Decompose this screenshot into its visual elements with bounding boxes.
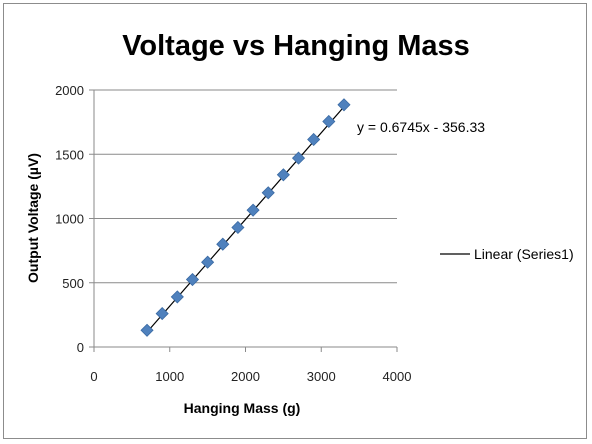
legend-label: Linear (Series1) — [474, 246, 574, 262]
y-tick-label: 2000 — [55, 83, 84, 98]
gridlines — [94, 89, 397, 284]
y-tick-label: 1500 — [55, 147, 84, 162]
axes — [89, 89, 398, 352]
data-point-diamond — [185, 272, 200, 287]
chart-frame — [3, 3, 587, 439]
trendline-equation: y = 0.6745x - 356.33 — [357, 119, 485, 135]
data-point-diamond — [140, 323, 154, 337]
chart-title: Voltage vs Hanging Mass — [122, 30, 470, 62]
x-tick-label: 0 — [90, 369, 97, 384]
data-point-diamond — [322, 114, 336, 129]
y-axis-label: Output Voltage (µV) — [25, 153, 41, 283]
data-point-diamond — [307, 132, 321, 147]
data-points — [140, 98, 351, 337]
data-point-diamond — [246, 203, 260, 217]
data-point-diamond — [201, 255, 215, 269]
data-point-diamond — [291, 151, 306, 165]
data-point-diamond — [261, 186, 275, 200]
data-point-diamond — [216, 237, 230, 251]
y-tick-label: 1000 — [55, 212, 84, 227]
data-point-diamond — [170, 290, 184, 304]
tick-labels: 0 500 1000 1500 2000 0 1000 2000 3000 4000 — [55, 83, 411, 384]
y-tick-label: 0 — [77, 340, 84, 355]
data-point-diamond — [155, 307, 169, 321]
x-axis-label: Hanging Mass (g) — [184, 400, 301, 416]
x-tick-label: 3000 — [307, 369, 336, 384]
x-tick-label: 1000 — [155, 369, 184, 384]
data-point-diamond — [276, 168, 290, 182]
data-point-diamond — [231, 220, 245, 235]
data-point-diamond — [337, 98, 351, 112]
x-tick-label: 4000 — [383, 369, 412, 384]
y-tick-label: 500 — [62, 276, 84, 291]
x-tick-label: 2000 — [231, 369, 260, 384]
